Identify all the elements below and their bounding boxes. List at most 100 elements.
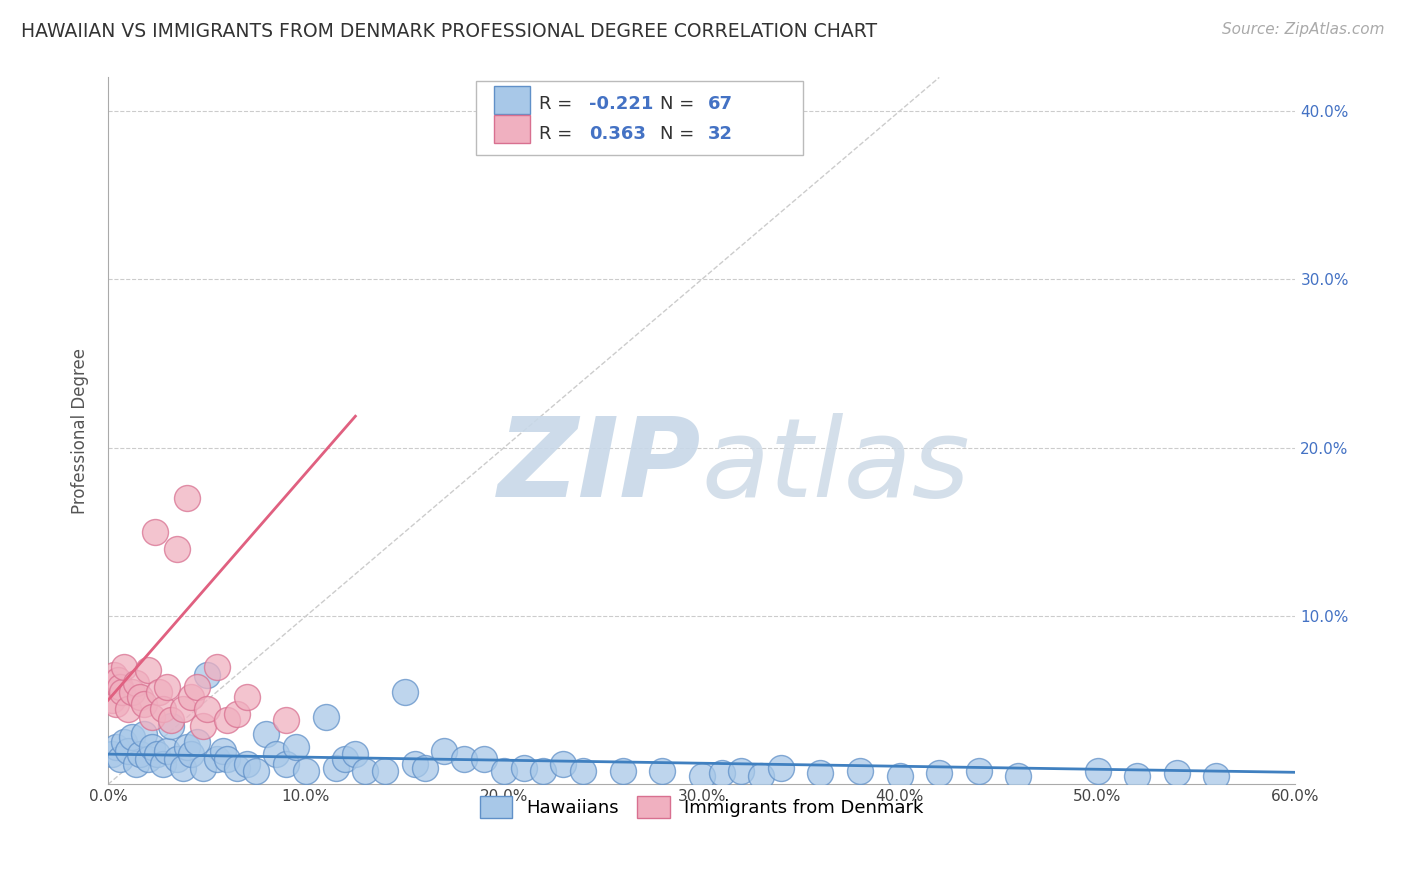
Point xyxy=(112,659,135,673)
Point xyxy=(315,710,337,724)
Point xyxy=(180,690,202,704)
Point xyxy=(125,757,148,772)
Point xyxy=(180,747,202,761)
Point xyxy=(112,735,135,749)
Point xyxy=(141,740,163,755)
Point xyxy=(1166,765,1188,780)
Text: -0.221: -0.221 xyxy=(589,95,654,112)
Point xyxy=(374,764,396,778)
Point xyxy=(690,769,713,783)
Text: 32: 32 xyxy=(707,125,733,143)
Point xyxy=(156,680,179,694)
Point xyxy=(254,727,277,741)
Point xyxy=(531,764,554,778)
Point xyxy=(152,701,174,715)
Point xyxy=(103,668,125,682)
Point xyxy=(512,761,534,775)
Point xyxy=(160,718,183,732)
Point xyxy=(148,685,170,699)
Point xyxy=(492,764,515,778)
Text: Source: ZipAtlas.com: Source: ZipAtlas.com xyxy=(1222,22,1385,37)
Point xyxy=(453,752,475,766)
Point xyxy=(354,764,377,778)
Point xyxy=(166,541,188,556)
Point xyxy=(274,714,297,728)
Point xyxy=(205,659,228,673)
Point xyxy=(98,676,121,690)
Point xyxy=(107,673,129,687)
Point xyxy=(235,690,257,704)
Text: 0.363: 0.363 xyxy=(589,125,645,143)
Point xyxy=(285,740,308,755)
Point xyxy=(166,752,188,766)
Point xyxy=(749,769,772,783)
Point xyxy=(225,706,247,721)
Point xyxy=(146,747,169,761)
Text: N =: N = xyxy=(661,125,700,143)
Point xyxy=(108,752,131,766)
Point xyxy=(325,761,347,775)
Point xyxy=(1126,769,1149,783)
Bar xyxy=(494,86,530,114)
Point xyxy=(651,764,673,778)
Point xyxy=(132,727,155,741)
Point xyxy=(176,740,198,755)
Point xyxy=(928,765,950,780)
Point xyxy=(141,710,163,724)
Point xyxy=(264,747,287,761)
Point xyxy=(730,764,752,778)
Point xyxy=(769,761,792,775)
Point xyxy=(108,680,131,694)
Point xyxy=(191,718,214,732)
Point xyxy=(215,714,238,728)
Text: R =: R = xyxy=(538,95,578,112)
Point xyxy=(176,491,198,506)
Point xyxy=(111,685,134,699)
Point xyxy=(344,747,367,761)
Text: 67: 67 xyxy=(707,95,733,112)
Point xyxy=(215,752,238,766)
Point xyxy=(394,685,416,699)
Point xyxy=(413,761,436,775)
Point xyxy=(572,764,595,778)
Point xyxy=(612,764,634,778)
Text: ZIP: ZIP xyxy=(498,413,702,520)
Point xyxy=(172,761,194,775)
Text: N =: N = xyxy=(661,95,700,112)
Point xyxy=(191,761,214,775)
Point xyxy=(136,752,159,766)
Point xyxy=(967,764,990,778)
Point xyxy=(245,764,267,778)
Point xyxy=(128,747,150,761)
Point xyxy=(132,697,155,711)
Point xyxy=(225,761,247,775)
Point xyxy=(136,663,159,677)
Point xyxy=(404,757,426,772)
Point xyxy=(152,757,174,772)
Point xyxy=(172,701,194,715)
Point xyxy=(117,744,139,758)
Text: R =: R = xyxy=(538,125,578,143)
Point xyxy=(156,744,179,758)
Point xyxy=(553,757,575,772)
Point xyxy=(274,757,297,772)
Point xyxy=(128,690,150,704)
FancyBboxPatch shape xyxy=(477,81,803,155)
Point xyxy=(160,714,183,728)
Point xyxy=(205,752,228,766)
Point xyxy=(849,764,872,778)
Point xyxy=(101,747,124,761)
Point xyxy=(195,701,218,715)
Bar xyxy=(494,115,530,144)
Point xyxy=(1007,769,1029,783)
Point xyxy=(235,757,257,772)
Point xyxy=(104,697,127,711)
Point xyxy=(1087,764,1109,778)
Text: HAWAIIAN VS IMMIGRANTS FROM DENMARK PROFESSIONAL DEGREE CORRELATION CHART: HAWAIIAN VS IMMIGRANTS FROM DENMARK PROF… xyxy=(21,22,877,41)
Legend: Hawaiians, Immigrants from Denmark: Hawaiians, Immigrants from Denmark xyxy=(472,789,931,825)
Point xyxy=(186,735,208,749)
Point xyxy=(195,668,218,682)
Point xyxy=(710,765,733,780)
Point xyxy=(145,524,167,539)
Point xyxy=(101,693,124,707)
